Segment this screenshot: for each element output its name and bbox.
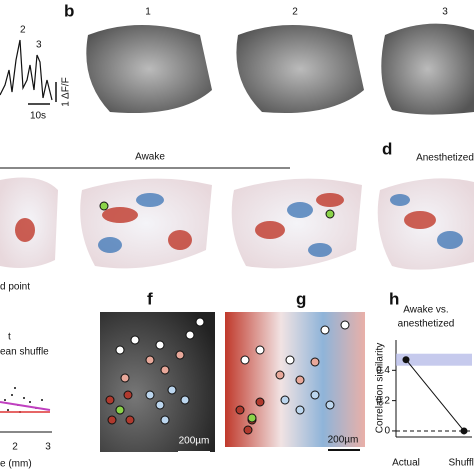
- scale-bar-label: 200µm: [179, 436, 210, 447]
- chart-title: anesthetized: [398, 319, 455, 330]
- scatter-fragment: [0, 387, 52, 433]
- field-image: [100, 312, 215, 452]
- y-tick-label: 0: [384, 426, 390, 437]
- interpolated-map: [225, 312, 365, 447]
- frame-label: 2: [292, 7, 298, 18]
- group-label: Anesthetized: [416, 153, 474, 164]
- y-axis-label: Correlation similarity: [375, 343, 386, 434]
- shuffle-band: [396, 353, 472, 366]
- peak-label: 3: [36, 40, 42, 51]
- peak-label: 2: [20, 25, 26, 36]
- connector: [405, 359, 465, 432]
- legend-fragment: ean shuffle: [0, 347, 49, 358]
- frame-label: 3: [442, 7, 448, 18]
- data-point: [402, 356, 410, 364]
- x-tick-label: 3: [45, 442, 51, 453]
- correlation-maps: [0, 177, 474, 270]
- legend-fragment: d point: [0, 282, 30, 293]
- x-tick-label: Actual: [392, 458, 420, 469]
- scale-label: 10s: [30, 111, 46, 122]
- panel-letter: f: [147, 289, 153, 308]
- group-label: Awake: [135, 152, 165, 163]
- cells: [105, 317, 205, 425]
- panel-letter: b: [64, 1, 74, 20]
- chart-title: Awake vs.: [403, 305, 448, 316]
- trace: [0, 39, 57, 105]
- axis-label: e (mm): [0, 459, 32, 470]
- chart-h: 0 0.2 0.4 Actual Shuffle: [376, 340, 474, 469]
- panel-letter: g: [296, 289, 306, 308]
- panel-letter: h: [389, 289, 399, 308]
- x-tick-label: 2: [12, 442, 18, 453]
- panel-letter: d: [382, 139, 392, 158]
- x-tick-label: Shuffle: [449, 458, 474, 469]
- scale-label: 1 ΔF/F: [61, 77, 72, 106]
- scale-bar-label: 200µm: [328, 435, 359, 446]
- frame-label: 1: [145, 7, 151, 18]
- legend-fragment: t: [8, 332, 11, 343]
- imaging-frames: [86, 23, 474, 115]
- cells: [235, 320, 350, 435]
- y-tick-label: 0.4: [376, 365, 390, 376]
- data-point: [460, 427, 468, 435]
- y-tick-label: 0.2: [376, 395, 390, 406]
